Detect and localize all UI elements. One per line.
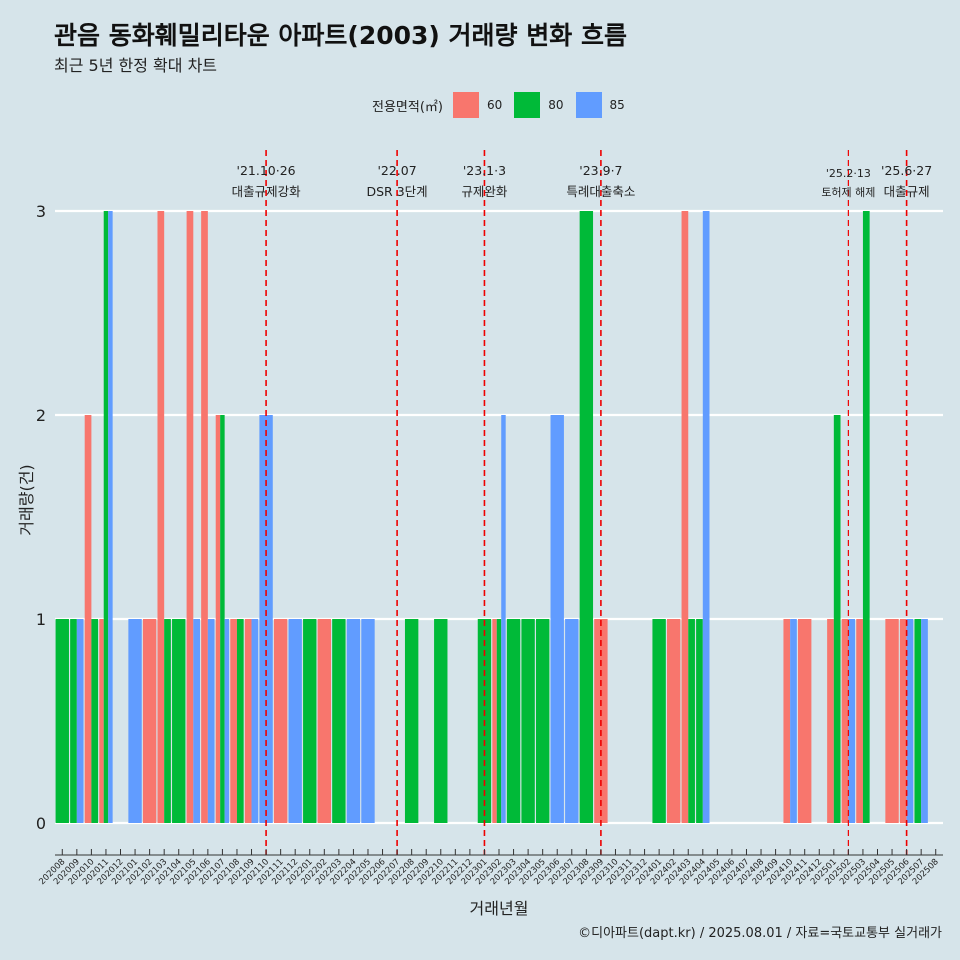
bar-202011-85 — [108, 211, 113, 823]
bar-202410-60 — [783, 619, 791, 823]
bar-202101-85 — [128, 619, 142, 823]
bar-202404-85 — [702, 211, 710, 823]
bar-202306-85 — [550, 415, 564, 823]
bar-202011-60 — [99, 619, 104, 823]
bar-202210-80 — [434, 619, 448, 823]
bar-202111-60 — [273, 619, 288, 823]
bar-202107-60 — [215, 415, 221, 823]
event-date-label-3: '23.9·7 — [579, 163, 622, 178]
legend: 전용면적(㎡) 60 80 85 — [372, 92, 637, 118]
bar-202203-80 — [332, 619, 346, 823]
bar-202503-60 — [856, 619, 863, 823]
legend-item-80: 80 — [514, 92, 564, 118]
y-tick-label-1: 1 — [36, 610, 46, 629]
bar-202502-60 — [841, 619, 849, 823]
chart-title: 관음 동화훼밀리타운 아파트(2003) 거래량 변화 흐름 — [54, 21, 627, 50]
bar-202503-80 — [862, 211, 870, 823]
bar-202104-80 — [172, 619, 186, 823]
event-name-label-0: 대출규제강화 — [232, 184, 302, 199]
y-tick-label-2: 2 — [36, 406, 46, 425]
bar-202411-60 — [798, 619, 812, 823]
chart-subtitle: 최근 5년 한정 확대 차트 — [54, 56, 218, 75]
event-date-label-0: '21.10·26 — [237, 163, 296, 178]
bar-202502-85 — [848, 619, 856, 823]
x-axis-title: 거래년월 — [470, 899, 529, 918]
bar-202303-80 — [506, 619, 521, 823]
bar-202108-80 — [236, 619, 244, 823]
bar-202506-85 — [906, 619, 914, 823]
bar-202401-80 — [652, 619, 666, 823]
bar-202305-80 — [535, 619, 550, 823]
legend-label-80: 80 — [548, 98, 564, 112]
bar-202202-60 — [317, 619, 332, 823]
bar-202103-60 — [157, 211, 165, 823]
y-tick-label-0: 0 — [36, 814, 46, 833]
bar-202204-85 — [346, 619, 361, 823]
bar-202505-60 — [885, 619, 899, 823]
bar-202410-85 — [790, 619, 797, 823]
bar-202108-60 — [230, 619, 237, 823]
event-name-label-2: 규제완화 — [461, 184, 508, 199]
bar-202507-80 — [914, 619, 922, 823]
bar-202107-85 — [224, 619, 230, 823]
bar-202109-85 — [251, 619, 259, 823]
legend-title: 전용면적(㎡) — [372, 99, 443, 115]
bar-202507-85 — [921, 619, 928, 823]
bar-202105-85 — [193, 619, 200, 823]
bar-202501-60 — [827, 619, 834, 823]
bar-202110-85 — [259, 415, 273, 823]
bar-202404-80 — [696, 619, 703, 823]
bar-202009-80 — [70, 619, 77, 823]
bar-202403-60 — [681, 211, 689, 823]
bar-202506-60 — [899, 619, 907, 823]
legend-swatch-80 — [514, 92, 541, 118]
bar-202304-80 — [521, 619, 535, 823]
legend-label-85: 85 — [609, 98, 625, 112]
bar-202010-60 — [84, 415, 92, 823]
bar-202308-80 — [579, 211, 594, 823]
bar-202011-80 — [103, 211, 109, 823]
bar-202501-80 — [833, 415, 841, 823]
bar-202302-60 — [492, 619, 497, 823]
event-name-label-1: DSR 3단계 — [367, 184, 428, 199]
event-name-label-4: 토허제 해제 — [821, 185, 875, 199]
bar-202109-60 — [244, 619, 252, 823]
source-caption: ©디아파트(dapt.kr) / 2025.08.01 / 자료=국토교통부 실… — [578, 926, 942, 941]
bar-202009-85 — [76, 619, 84, 823]
bar-202402-60 — [666, 619, 681, 823]
legend-swatch-85 — [575, 92, 602, 118]
legend-swatch-60 — [452, 92, 479, 118]
bar-202107-80 — [220, 415, 225, 823]
event-name-label-3: 특례대출축소 — [566, 184, 635, 199]
bar-202010-80 — [91, 619, 99, 823]
bar-202106-60 — [201, 211, 208, 823]
bar-202102-60 — [142, 619, 157, 823]
event-date-label-5: '25.6·27 — [881, 163, 932, 178]
y-tick-label-3: 3 — [36, 202, 46, 221]
bar-202103-80 — [164, 619, 171, 823]
bar-202403-80 — [688, 619, 695, 823]
bar-202112-85 — [288, 619, 302, 823]
legend-item-60: 60 — [452, 92, 503, 118]
event-date-label-4: '25.2·13 — [826, 167, 871, 180]
y-axis-title: 거래량(건) — [17, 464, 36, 535]
bar-202008-80 — [55, 619, 69, 823]
event-date-label-2: '23.1·3 — [463, 163, 506, 178]
bar-202302-85 — [501, 415, 506, 823]
bar-202307-85 — [565, 619, 579, 823]
bar-202201-80 — [303, 619, 317, 823]
legend-label-60: 60 — [486, 98, 503, 112]
event-name-label-5: 대출규제 — [884, 184, 930, 199]
bar-202205-85 — [361, 619, 375, 823]
legend-item-85: 85 — [575, 92, 625, 118]
bar-202106-85 — [207, 619, 215, 823]
bar-202105-60 — [186, 211, 194, 823]
bar-202302-80 — [496, 619, 502, 823]
event-date-label-1: '22.07 — [377, 163, 416, 178]
bar-202208-80 — [404, 619, 419, 823]
